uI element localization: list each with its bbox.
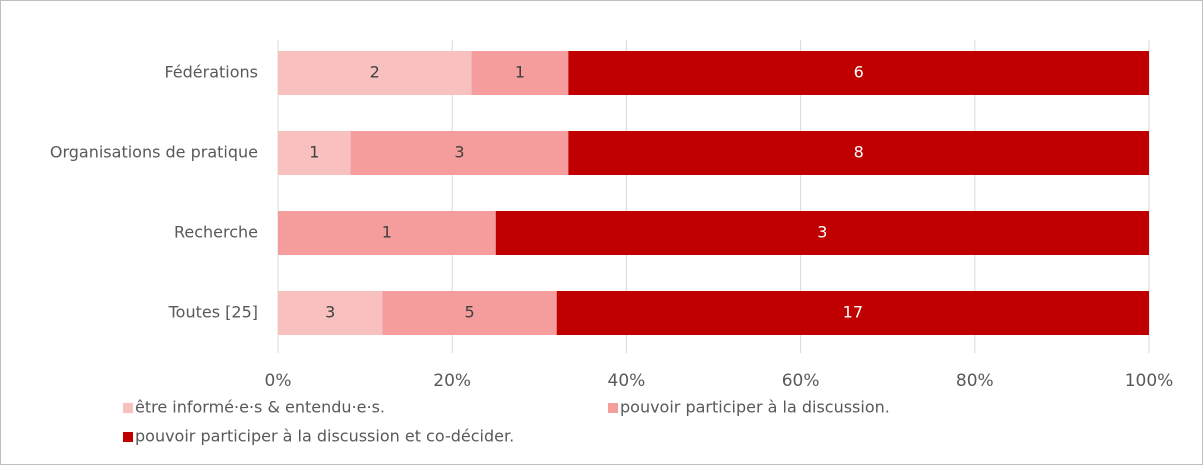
data-label: 2 xyxy=(370,63,380,82)
x-tick-label: 0% xyxy=(265,371,292,391)
y-tick-label: Toutes [25] xyxy=(168,303,258,322)
x-tick-label: 40% xyxy=(608,371,646,391)
x-tick-label: 60% xyxy=(782,371,820,391)
bar-segment xyxy=(278,211,496,255)
x-tick-label: 80% xyxy=(956,371,994,391)
data-label: 6 xyxy=(854,63,864,82)
bar-segment xyxy=(278,51,472,95)
data-label: 5 xyxy=(465,303,475,322)
data-label: 3 xyxy=(454,143,464,162)
data-label: 1 xyxy=(309,143,319,162)
bar-segment xyxy=(556,291,1149,335)
legend-label: pouvoir participer à la discussion et co… xyxy=(135,427,514,446)
bar-segment xyxy=(471,51,569,95)
bar-segment xyxy=(568,131,1149,175)
data-label: 1 xyxy=(515,63,525,82)
data-label: 3 xyxy=(817,223,827,242)
bar-segment xyxy=(382,291,557,335)
legend-swatch xyxy=(608,403,618,413)
y-tick-label: Organisations de pratique xyxy=(50,143,258,162)
legend-label: pouvoir participer à la discussion. xyxy=(620,398,890,417)
bar-segment xyxy=(278,131,351,175)
y-tick-label: Fédérations xyxy=(164,63,258,82)
data-label: 8 xyxy=(854,143,864,162)
legend-swatch xyxy=(123,403,133,413)
bar-segment xyxy=(278,291,383,335)
bar-segment xyxy=(495,211,1149,255)
x-tick-label: 100% xyxy=(1125,371,1174,391)
data-label: 17 xyxy=(843,303,863,322)
x-tick-label: 20% xyxy=(433,371,471,391)
legend-label: être informé·e·s & entendu·e·s. xyxy=(135,398,385,417)
legend-swatch xyxy=(123,432,133,442)
y-tick-label: Recherche xyxy=(174,223,258,242)
data-label: 1 xyxy=(382,223,392,242)
bar-segment xyxy=(350,131,569,175)
bar-segment xyxy=(568,51,1149,95)
data-label: 3 xyxy=(325,303,335,322)
